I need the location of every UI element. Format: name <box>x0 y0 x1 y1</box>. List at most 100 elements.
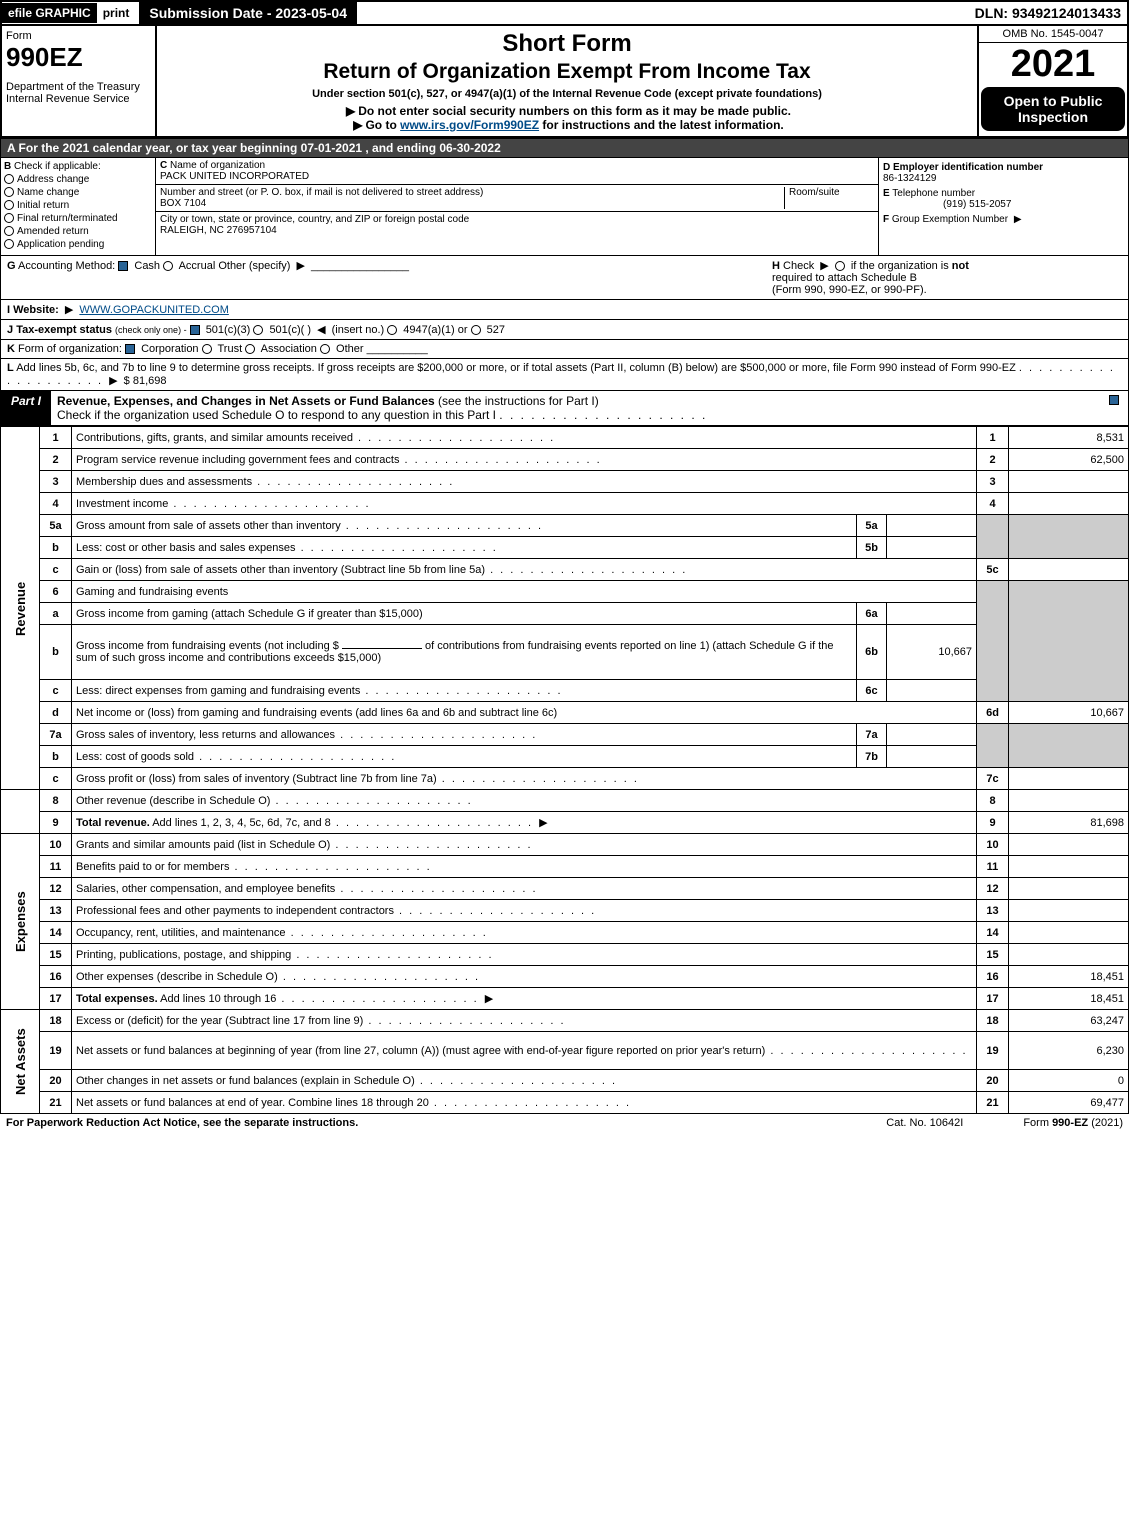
line-num: 6 <box>40 581 72 603</box>
name-label: Name of organization <box>170 160 265 171</box>
line-desc: Total expenses. Add lines 10 through 16 <box>72 988 977 1010</box>
part1-check-text: Check if the organization used Schedule … <box>57 408 496 422</box>
result-val: 63,247 <box>1009 1010 1129 1032</box>
shade-cell <box>977 724 1009 768</box>
i-label: I <box>7 304 10 316</box>
form-word: Form <box>6 30 151 42</box>
line-num: d <box>40 702 72 724</box>
line-desc: Net income or (loss) from gaming and fun… <box>72 702 977 724</box>
line-num: 20 <box>40 1070 72 1092</box>
table-row: 14 Occupancy, rent, utilities, and maint… <box>1 922 1129 944</box>
do-not-label: Do not enter social security numbers on … <box>358 104 791 118</box>
part1-desc: Revenue, Expenses, and Changes in Net As… <box>51 391 1103 425</box>
section-a-tax-year: A For the 2021 calendar year, or tax yea… <box>0 138 1129 158</box>
street-value: BOX 7104 <box>160 198 206 209</box>
section-b-checkboxes: B Check if applicable: Address change Na… <box>1 158 156 255</box>
h-text3: required to attach Schedule B <box>772 272 917 284</box>
checkbox-trust[interactable] <box>202 344 212 354</box>
print-label[interactable]: print <box>97 3 136 23</box>
checkbox-4947[interactable] <box>387 325 397 335</box>
k-label: K <box>7 343 15 355</box>
checkbox-application-pending[interactable]: Application pending <box>4 239 152 250</box>
line-desc: Gross profit or (loss) from sales of inv… <box>72 768 977 790</box>
tax-exempt-label: Tax-exempt status <box>16 324 112 336</box>
line-desc: Grants and similar amounts paid (list in… <box>72 834 977 856</box>
table-row: b Less: cost or other basis and sales ex… <box>1 537 1129 559</box>
assoc-label: Association <box>261 343 317 355</box>
table-row: 2 Program service revenue including gove… <box>1 449 1129 471</box>
checkbox-527[interactable] <box>471 325 481 335</box>
line-desc: Total revenue. Add lines 1, 2, 3, 4, 5c,… <box>72 812 977 834</box>
table-row: 21 Net assets or fund balances at end of… <box>1 1092 1129 1114</box>
tel-value: (919) 515-2057 <box>883 199 1011 210</box>
result-val <box>1009 922 1129 944</box>
city-value: RALEIGH, NC 276957104 <box>160 225 277 236</box>
result-num: 8 <box>977 790 1009 812</box>
accounting-method-label: Accounting Method: <box>18 260 115 272</box>
group-label: Group Exemption Number <box>892 214 1008 225</box>
checkbox-initial-return[interactable]: Initial return <box>4 200 152 211</box>
checkbox-name-change[interactable]: Name change <box>4 187 152 198</box>
arrow-icon <box>62 304 76 316</box>
paperwork-notice: For Paperwork Reduction Act Notice, see … <box>6 1117 886 1129</box>
table-row: 15 Printing, publications, postage, and … <box>1 944 1129 966</box>
website-link[interactable]: WWW.GOPACKUNITED.COM <box>79 304 229 316</box>
table-row: 12 Salaries, other compensation, and emp… <box>1 878 1129 900</box>
table-row: 4 Investment income 4 <box>1 493 1129 515</box>
line-num: 5a <box>40 515 72 537</box>
checkbox-amended-return[interactable]: Amended return <box>4 226 152 237</box>
insert-no: (insert no.) <box>332 324 385 336</box>
table-row: Expenses 10 Grants and similar amounts p… <box>1 834 1129 856</box>
line-desc: Benefits paid to or for members <box>72 856 977 878</box>
line-num: 10 <box>40 834 72 856</box>
cash-label: Cash <box>134 260 160 272</box>
arrow-icon <box>350 118 365 132</box>
checkbox-address-change[interactable]: Address change <box>4 174 152 185</box>
checkbox-501c[interactable] <box>253 325 263 335</box>
table-row: 11 Benefits paid to or for members 11 <box>1 856 1129 878</box>
subline-num: 6b <box>857 625 887 680</box>
line-num: 12 <box>40 878 72 900</box>
checkbox-h[interactable] <box>835 261 845 271</box>
line-num: 8 <box>40 790 72 812</box>
part1-checkbox[interactable] <box>1109 395 1119 405</box>
checkbox-association[interactable] <box>245 344 255 354</box>
checkbox-other-org[interactable] <box>320 344 330 354</box>
h-text1: Check <box>783 260 814 272</box>
line-desc: Less: direct expenses from gaming and fu… <box>72 680 857 702</box>
subline-num: 6c <box>857 680 887 702</box>
checkbox-corporation[interactable] <box>125 344 135 354</box>
d-label: D <box>883 162 890 173</box>
result-val <box>1009 768 1129 790</box>
revenue-side-label: Revenue <box>1 427 40 790</box>
corp-label: Corporation <box>141 343 198 355</box>
result-num: 2 <box>977 449 1009 471</box>
shade-cell <box>1009 724 1129 768</box>
checkbox-501c3[interactable] <box>190 325 200 335</box>
j-sub: (check only one) - <box>115 325 187 335</box>
line-num: b <box>40 537 72 559</box>
subline-val <box>887 537 977 559</box>
result-val <box>1009 493 1129 515</box>
result-num: 4 <box>977 493 1009 515</box>
section-j-tax-exempt: J Tax-exempt status (check only one) - 5… <box>0 320 1129 340</box>
result-val: 10,667 <box>1009 702 1129 724</box>
result-num: 21 <box>977 1092 1009 1114</box>
line-desc: Less: cost of goods sold <box>72 746 857 768</box>
line-desc: Net assets or fund balances at beginning… <box>72 1032 977 1070</box>
checkbox-final-return[interactable]: Final return/terminated <box>4 213 152 224</box>
result-num: 10 <box>977 834 1009 856</box>
tax-year: 2021 <box>979 43 1127 85</box>
checkbox-cash[interactable] <box>118 261 128 271</box>
result-val <box>1009 471 1129 493</box>
irs-link[interactable]: www.irs.gov/Form990EZ <box>400 118 539 132</box>
checkbox-accrual[interactable] <box>163 261 173 271</box>
result-val: 69,477 <box>1009 1092 1129 1114</box>
table-row: 3 Membership dues and assessments 3 <box>1 471 1129 493</box>
table-row: 20 Other changes in net assets or fund b… <box>1 1070 1129 1092</box>
section-g: G Accounting Method: Cash Accrual Other … <box>7 259 772 296</box>
result-num: 6d <box>977 702 1009 724</box>
table-row: 5a Gross amount from sale of assets othe… <box>1 515 1129 537</box>
table-row: c Less: direct expenses from gaming and … <box>1 680 1129 702</box>
line-desc: Gross amount from sale of assets other t… <box>72 515 857 537</box>
